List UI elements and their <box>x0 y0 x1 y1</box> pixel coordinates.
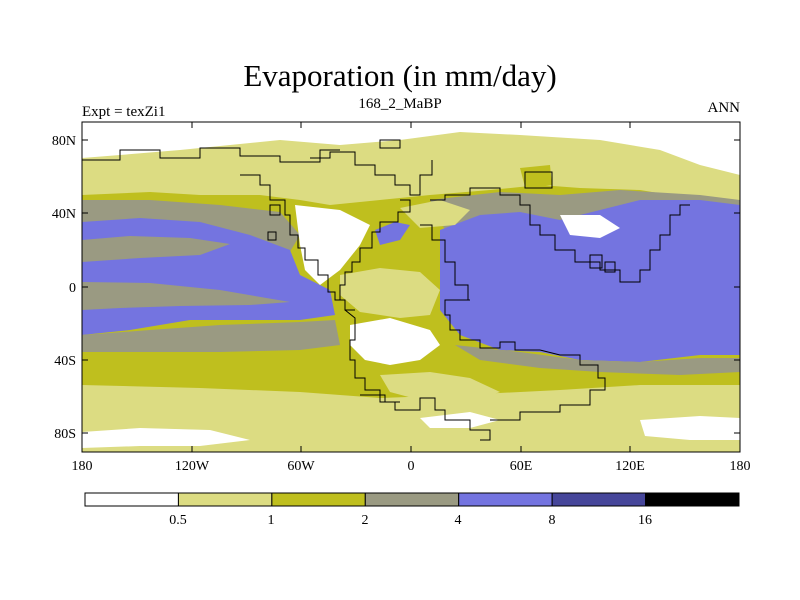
coastline-arctic <box>82 147 340 163</box>
field-grey-pacific-streak <box>82 236 230 262</box>
field-blue-tethys <box>440 200 740 362</box>
lon-tick-label: 180 <box>72 459 93 474</box>
colorbar-box <box>364 492 460 507</box>
field-grey-sind <box>455 345 740 375</box>
lat-tick-label: 40S <box>54 354 76 369</box>
lat-tick-label: 80N <box>52 134 76 149</box>
colorbar-box <box>177 492 273 507</box>
field-grey-spac <box>82 320 340 352</box>
colorbar-box <box>458 492 553 507</box>
colorbar-label: 8 <box>549 513 556 528</box>
coastline-asia-south <box>430 187 690 283</box>
coastline-namerica-west <box>240 174 355 311</box>
colorbar-label: 1 <box>268 513 275 528</box>
field-white-arctic <box>82 122 740 175</box>
coastlines <box>82 139 690 441</box>
field-light-africa <box>340 268 440 318</box>
coastline-lake <box>524 171 553 189</box>
field-light-antarctic <box>82 412 740 452</box>
coastline-antarctic-east <box>490 349 606 421</box>
axis-tick-marks <box>81 122 741 452</box>
lat-tick-label: 40N <box>52 207 76 222</box>
colorbar-box <box>645 492 740 507</box>
coastline-namerica-north <box>310 151 433 196</box>
field-white-south-west <box>82 428 250 448</box>
field-light-arctic <box>440 145 600 170</box>
lat-tick-label: 0 <box>69 281 76 296</box>
lon-tick-label: 60W <box>287 459 315 474</box>
coastline-africa-west <box>420 224 469 300</box>
lat-tick-labels: 80N 40N 0 40S 80S <box>52 134 76 442</box>
coastline-island-e <box>379 139 401 149</box>
experiment-label: Expt = texZi1 <box>82 104 166 120</box>
field-lake-patch <box>520 165 552 187</box>
coastline-antarctic-west <box>410 397 491 441</box>
colorbar-box <box>271 492 366 507</box>
field-white-samerica <box>350 318 440 365</box>
coastline-island-b <box>604 261 616 273</box>
evaporation-field <box>82 122 740 452</box>
colorbar <box>84 492 740 507</box>
colorbar-label: 16 <box>638 513 652 528</box>
colorbar-box <box>84 492 179 507</box>
coastline-island-c <box>269 204 281 216</box>
period-label: 168_2_MaBP <box>358 96 442 112</box>
lon-tick-label: 120W <box>175 459 210 474</box>
field-white-namerica <box>295 205 370 285</box>
lon-tick-label: 0 <box>408 459 415 474</box>
coastline-island-a <box>589 254 603 269</box>
colorbar-label: 0.5 <box>169 513 187 528</box>
coastline-namerica-east <box>339 199 411 300</box>
colorbar-labels: 0.5 1 2 4 8 16 <box>169 513 652 528</box>
coastline-antarctic-peninsula <box>360 394 400 403</box>
colorbar-box <box>551 492 647 507</box>
map-title: Evaporation (in mm/day) <box>243 58 557 93</box>
field-grey-pacific-band <box>82 282 290 310</box>
lat-tick-label: 80S <box>54 427 76 442</box>
colorbar-label: 4 <box>455 513 462 528</box>
field-blue-small-sea <box>375 222 410 245</box>
coastline-island-d <box>267 231 277 241</box>
field-light-europe <box>400 200 470 228</box>
colorbar-label: 2 <box>362 513 369 528</box>
coastline-africa-south <box>444 299 540 351</box>
lon-tick-labels: 180 120W 60W 0 60E 120E 180 <box>72 459 751 474</box>
lon-tick-label: 180 <box>730 459 751 474</box>
field-white-south-east <box>640 416 740 440</box>
lon-tick-label: 60E <box>510 459 533 474</box>
lon-tick-label: 120E <box>615 459 645 474</box>
season-label: ANN <box>707 100 741 116</box>
field-light-antarctic-peninsula <box>380 372 500 402</box>
field-white-asia <box>560 215 620 238</box>
